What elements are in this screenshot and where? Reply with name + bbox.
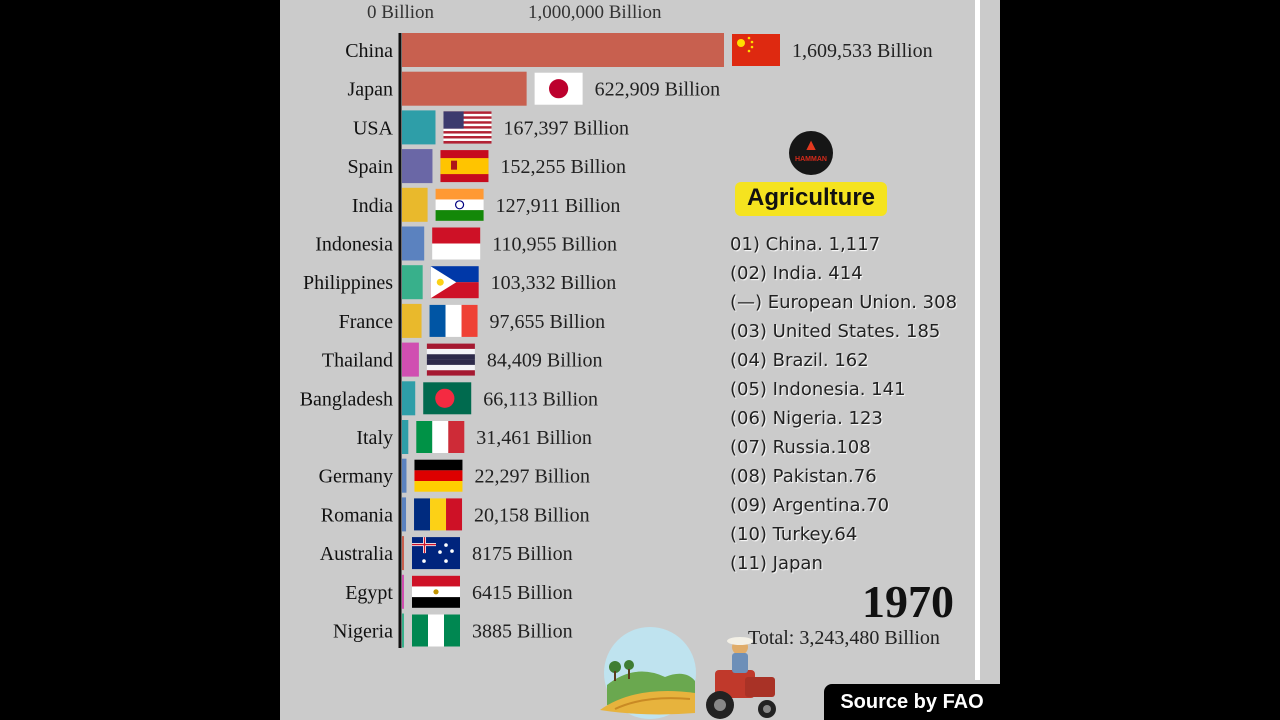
value-label: 22,297 Billion <box>474 466 590 488</box>
divider-line <box>975 0 980 680</box>
bar-egypt <box>402 574 404 609</box>
bar-romania <box>402 497 407 532</box>
france-flag-icon <box>429 304 478 337</box>
bar-japan <box>402 71 527 106</box>
usa-flag-icon <box>443 111 492 144</box>
value-label: 6415 Billion <box>472 582 573 604</box>
bar-chart: China 1,609,533 Billion Japan 622,909 Billi… <box>300 33 933 648</box>
category-badge: Agriculture <box>735 182 888 216</box>
axis-tick-million: 1,000,000 Billion <box>528 2 662 23</box>
value-label: 110,955 Billion <box>492 234 617 256</box>
ranking-item: 01) China. 1,117 <box>730 234 881 255</box>
value-label: 622,909 Billion <box>595 79 721 101</box>
ranking-item: (04) Brazil. 162 <box>730 350 869 371</box>
bangladesh-flag-icon <box>423 382 472 415</box>
value-label: 167,397 Billion <box>503 117 629 139</box>
egypt-flag-icon <box>412 575 460 608</box>
bar-china <box>402 33 724 67</box>
country-label: USA <box>353 117 394 139</box>
value-label: 1,609,533 Billion <box>792 40 933 62</box>
bar-philippines <box>402 265 423 300</box>
indonesia-flag-icon <box>432 227 481 260</box>
country-label: France <box>339 311 394 333</box>
ranking-item: (03) United States. 185 <box>730 321 941 342</box>
country-label: Indonesia <box>315 234 393 256</box>
ranking-list: 01) China. 1,117 (02) India. 414 (—) Eur… <box>730 232 957 580</box>
country-label: Italy <box>356 427 393 449</box>
bar-italy <box>402 420 409 454</box>
india-flag-icon <box>435 188 484 221</box>
bar-nigeria <box>402 613 404 648</box>
bar-thailand <box>402 342 419 377</box>
australia-flag-icon <box>412 537 460 570</box>
nigeria-flag-icon <box>412 614 460 647</box>
country-label: Nigeria <box>333 621 393 643</box>
value-label: 84,409 Billion <box>487 350 603 372</box>
ranking-item: (10) Turkey.64 <box>730 524 858 545</box>
value-label: 97,655 Billion <box>490 311 606 333</box>
bar-france <box>402 303 422 338</box>
country-label: Spain <box>347 156 393 178</box>
italy-flag-icon <box>416 421 465 453</box>
germany-flag-icon <box>414 459 463 492</box>
value-label: 66,113 Billion <box>483 388 598 410</box>
country-label: Egypt <box>345 582 393 604</box>
bar-bangladesh <box>402 381 416 416</box>
china-flag-icon <box>732 34 780 66</box>
country-label: Japan <box>347 79 393 101</box>
ranking-item: (11) Japan <box>730 553 823 574</box>
ranking-item: (06) Nigeria. 123 <box>730 408 883 429</box>
bar-germany <box>402 458 407 493</box>
country-label: Philippines <box>303 272 393 294</box>
spain-flag-icon <box>440 150 489 183</box>
value-label: 8175 Billion <box>472 543 573 565</box>
bar-indonesia <box>402 226 425 261</box>
japan-flag-icon <box>534 72 583 105</box>
country-label: Australia <box>320 543 393 565</box>
farmer-tractor-illustration <box>600 627 776 719</box>
ranking-item: (05) Indonesia. 141 <box>730 379 906 400</box>
bar-spain <box>402 149 433 184</box>
value-label: 127,911 Billion <box>496 195 621 217</box>
value-label: 152,255 Billion <box>500 156 626 178</box>
ranking-item: (09) Argentina.70 <box>730 495 890 516</box>
ranking-item: (—) European Union. 308 <box>730 292 958 313</box>
flame-icon: ▲ <box>803 137 819 154</box>
romania-flag-icon <box>414 498 463 531</box>
country-label: Germany <box>319 466 393 488</box>
bar-usa <box>402 110 436 145</box>
logo-text: HAMMAN <box>795 156 827 163</box>
ranking-item: (02) India. 414 <box>730 263 863 284</box>
bar-australia <box>402 536 404 571</box>
value-label: 103,332 Billion <box>491 272 617 294</box>
country-label: India <box>352 195 393 217</box>
value-label: 3885 Billion <box>472 621 573 643</box>
country-label: Thailand <box>322 350 393 372</box>
country-label: China <box>345 40 393 62</box>
total-label: Total: 3,243,480 Billion <box>748 627 940 649</box>
thailand-flag-icon <box>426 343 475 376</box>
country-label: Romania <box>321 504 393 526</box>
axis-tick-zero: 0 Billion <box>367 2 435 23</box>
ranking-item: (07) Russia.108 <box>730 437 871 458</box>
value-label: 20,158 Billion <box>474 504 590 526</box>
value-label: 31,461 Billion <box>476 427 592 449</box>
chart-panel: 0 Billion 1,000,000 Billion China 1,609,5… <box>280 0 1000 720</box>
philippines-flag-icon <box>430 266 479 299</box>
year-label: 1970 <box>862 576 954 627</box>
source-label: Source by FAO <box>824 684 1000 720</box>
channel-logo: ▲ HAMMAN <box>789 131 833 175</box>
ranking-item: (08) Pakistan.76 <box>730 466 877 487</box>
bar-india <box>402 187 428 222</box>
country-label: Bangladesh <box>300 388 393 410</box>
